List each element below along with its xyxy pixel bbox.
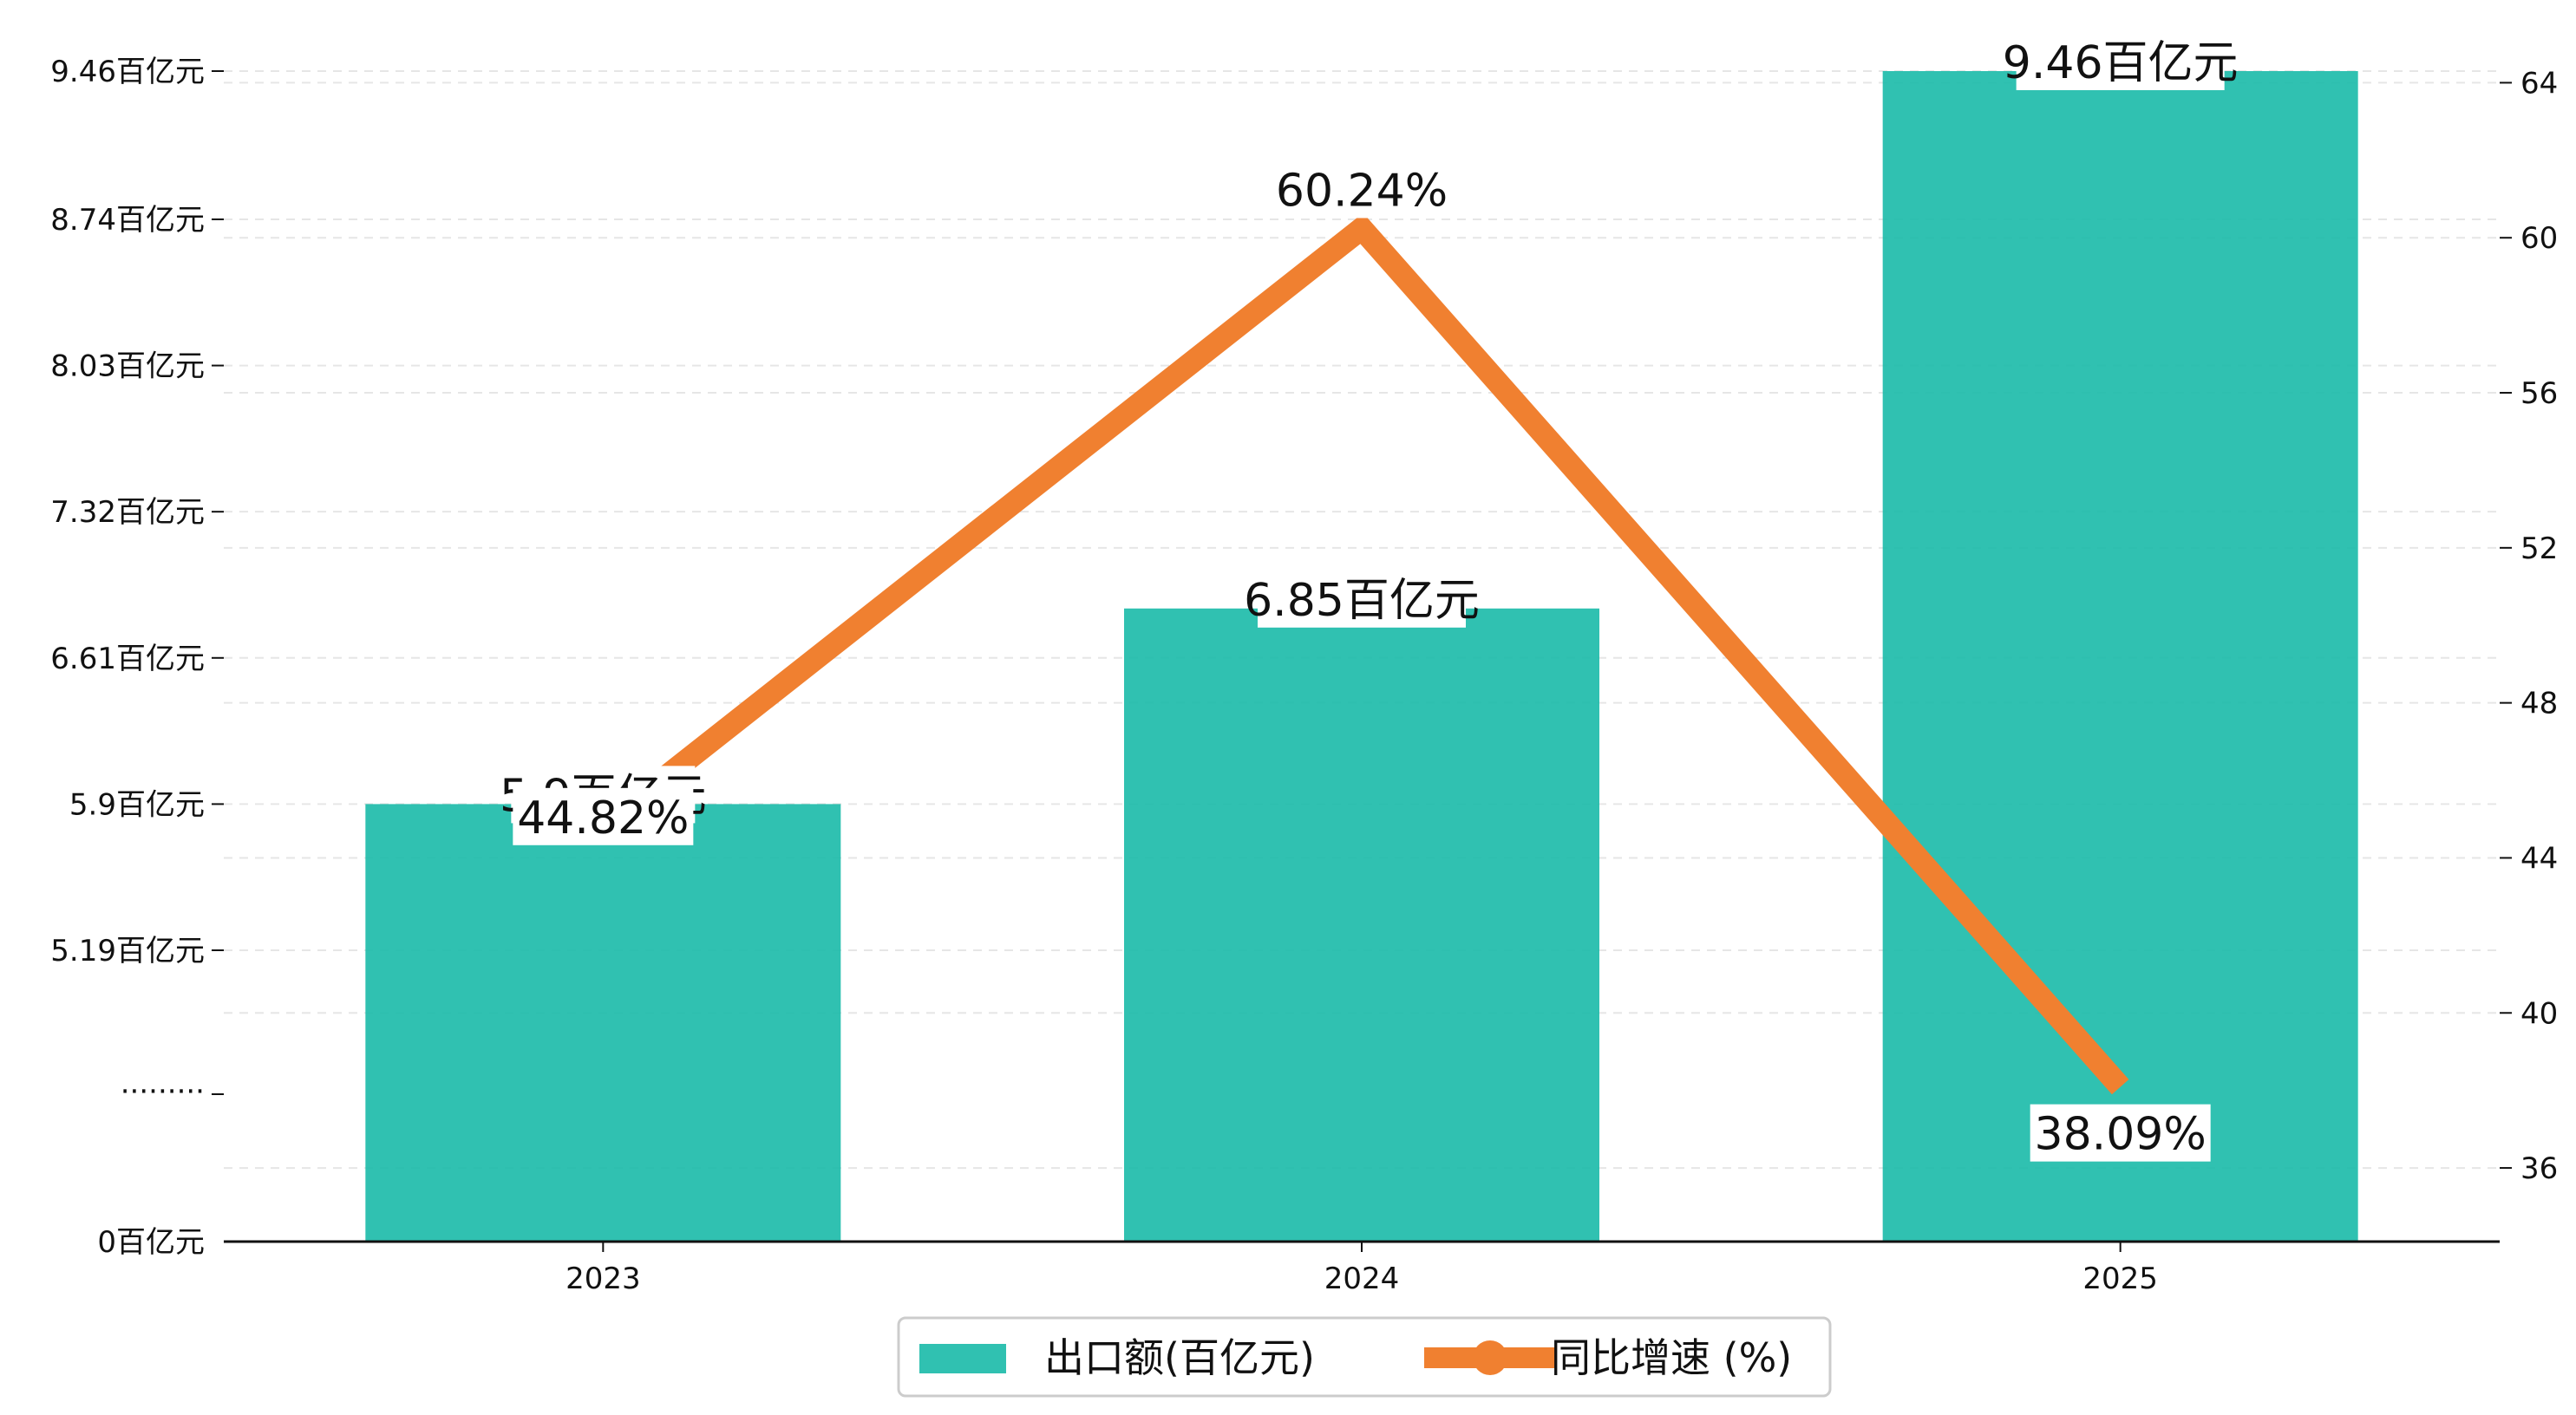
bar-2025 [1882, 71, 2358, 1242]
growth-line [596, 212, 2129, 1095]
growth-value-label-2025-text: 38.09% [2035, 1109, 2207, 1161]
growth-value-label-2024-text: 60.24% [1276, 165, 1448, 217]
bar-value-label-2025-box [2016, 33, 2225, 90]
y-right-tick-label: 48 [2520, 687, 2558, 721]
legend-swatch-marker [1473, 1340, 1507, 1375]
y-right-tick-label: 64 [2520, 66, 2558, 101]
bars [365, 71, 2358, 1242]
bar-value-label-2024: 6.85百亿元 [1244, 570, 1480, 628]
y-right-tick-label: 36 [2520, 1151, 2558, 1186]
bar-value-label-2025-text: 9.46百亿元 [2003, 37, 2239, 89]
y-right-tick-label: 44 [2520, 841, 2558, 876]
growth-value-label-2024-box [1272, 160, 1452, 218]
y-left-tick-label: 0百亿元 [97, 1225, 205, 1260]
y-right-tick-label: 60 [2520, 221, 2558, 256]
axes: 0百亿元 5.19百亿元 5.9百亿元 6.61百亿元 7.32百亿元 8.03百亿元 8.… [50, 55, 2558, 1296]
bar-value-label-2025: 9.46百亿元 [2003, 33, 2239, 90]
x-tick-label: 2023 [566, 1262, 641, 1296]
y-right-tick-label: 56 [2520, 376, 2558, 411]
growth-value-label-2024: 60.24% [1272, 160, 1452, 218]
bar-2023 [365, 804, 841, 1242]
y-left-tick-label: 5.19百亿元 [50, 934, 205, 968]
x-tick-label: 2024 [1324, 1262, 1400, 1296]
y-left-tick-label: 8.03百亿元 [50, 349, 205, 384]
growth-value-label-2025: 38.09% [2030, 1104, 2211, 1162]
y-left-tick-label: 7.32百亿元 [50, 495, 205, 530]
y-left-tick-label: 8.74百亿元 [50, 203, 205, 238]
legend-swatch-bar [919, 1344, 1006, 1373]
legend-label-bar: 出口额(百亿元) [1044, 1334, 1315, 1381]
y-left-break-label: ········· [121, 1074, 205, 1109]
growth-line-layer [596, 212, 2129, 1095]
y-left-tick-label: 6.61百亿元 [50, 642, 205, 676]
growth-value-label-2023: 44.82% [513, 787, 694, 845]
y-left-tick-label: 9.46百亿元 [50, 55, 205, 89]
bar-value-label-2024-box [1258, 570, 1466, 628]
y-right-tick-label: 40 [2520, 996, 2558, 1031]
y-left-tick-label: 5.9百亿元 [69, 787, 205, 822]
y-right-tick-label: 52 [2520, 531, 2558, 566]
legend: 出口额(百亿元) 同比增速 (%) [897, 1316, 1832, 1398]
legend-box [897, 1316, 1832, 1398]
growth-value-label-2023-text: 44.82% [517, 792, 689, 844]
growth-value-label-2025-box [2030, 1104, 2211, 1162]
x-tick-label: 2025 [2082, 1262, 2158, 1296]
growth-value-label-2023-box [513, 787, 694, 845]
bar-2024 [1124, 608, 1599, 1242]
bar-value-label-2024-text: 6.85百亿元 [1244, 575, 1480, 627]
legend-label-line: 同比增速 (%) [1551, 1334, 1792, 1381]
